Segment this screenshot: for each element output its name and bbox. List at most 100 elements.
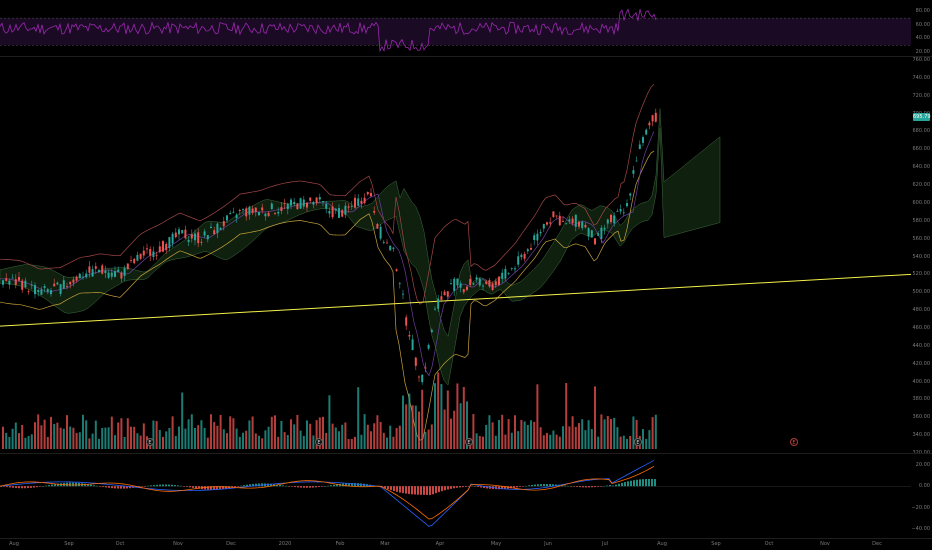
rsi-tick-label: 20.00: [915, 49, 930, 55]
macd-histogram-bar: [399, 486, 401, 493]
volume-bar: [328, 395, 331, 449]
volume-bar: [171, 416, 174, 449]
volume-bar: [421, 389, 424, 449]
candle-body: [638, 144, 641, 150]
candle-body: [338, 208, 340, 218]
volume-bar: [578, 423, 580, 449]
macd-pane[interactable]: [0, 456, 911, 538]
macd-histogram-bar: [198, 486, 200, 489]
volume-bar: [619, 436, 622, 449]
candle-body: [155, 254, 158, 256]
candle-body: [104, 270, 107, 273]
candle-body: [440, 296, 443, 301]
volume-bar: [418, 411, 420, 449]
macd-histogram-bar: [54, 484, 56, 487]
volume-bar: [520, 419, 523, 449]
candle-body: [389, 245, 392, 251]
candle-body: [520, 254, 523, 258]
volume-bar: [600, 414, 603, 449]
candle-body: [120, 272, 123, 279]
pane-separator[interactable]: [0, 453, 932, 454]
candle-body: [472, 283, 475, 285]
macd-histogram-bar: [405, 486, 407, 494]
volume-bar: [126, 418, 129, 449]
volume-bar: [248, 420, 251, 449]
candle-body: [562, 220, 564, 222]
macd-histogram-bar: [567, 485, 569, 487]
macd-tick-label: 20.00: [915, 461, 930, 468]
macd-histogram-bar: [195, 486, 197, 489]
macd-histogram-bar: [396, 486, 398, 492]
volume-bar: [632, 416, 635, 449]
macd-histogram-bar: [345, 483, 347, 487]
price-axis[interactable]: 760.00740.00720.00700.00680.00660.00640.…: [911, 57, 932, 456]
macd-histogram-bar: [348, 483, 350, 487]
volume-bar: [142, 423, 145, 449]
volume-bar: [523, 421, 526, 449]
macd-axis[interactable]: 20.00 0.00 −20.00 −40.00: [911, 456, 932, 538]
volume-bar: [98, 438, 100, 449]
candle-body: [315, 197, 318, 204]
macd-histogram-bar: [327, 485, 329, 487]
macd-histogram-bar: [333, 484, 335, 487]
macd-histogram-bar: [549, 484, 551, 487]
time-tick-label: Jul: [601, 541, 609, 547]
rsi-axis[interactable]: 80.00 60.00 40.00 20.00: [911, 8, 932, 55]
macd-histogram-bar: [180, 485, 182, 487]
macd-histogram-bar: [258, 483, 260, 487]
earnings-marker[interactable]: E: [634, 438, 642, 446]
earnings-marker[interactable]: E: [315, 438, 323, 446]
macd-histogram-bar: [117, 486, 119, 489]
volume-bar: [405, 404, 408, 449]
time-axis[interactable]: Aug Sep Oct Nov Dec 2020 Feb Mar Apr May Jun Jul Aug…: [0, 539, 911, 550]
volume-bar: [395, 428, 398, 449]
macd-histogram-bar: [543, 483, 545, 487]
candle-body: [542, 224, 545, 229]
candle-body: [152, 251, 155, 258]
candle-body: [286, 203, 289, 209]
candle-body: [69, 281, 72, 285]
candle-body: [318, 197, 321, 200]
time-tick-label: Nov: [820, 541, 830, 547]
macd-histogram-bar: [453, 486, 455, 489]
macd-histogram-bar: [168, 484, 170, 487]
earnings-marker[interactable]: E: [790, 438, 798, 446]
candle-body: [98, 270, 100, 273]
macd-histogram-bar: [141, 486, 143, 487]
volume-bar: [120, 418, 123, 449]
macd-histogram-bar: [588, 486, 590, 488]
macd-histogram-bar: [609, 485, 611, 487]
candle-body: [178, 229, 180, 235]
time-tick-label: Aug: [657, 541, 667, 547]
candle-body: [254, 207, 257, 212]
time-tick-label: Aug: [9, 541, 19, 547]
macd-histogram-bar: [93, 485, 95, 487]
macd-histogram-bar: [57, 483, 59, 487]
pane-separator[interactable]: [0, 56, 932, 57]
volume-bar: [136, 433, 139, 449]
rsi-pane[interactable]: [0, 8, 911, 53]
volume-bar: [197, 425, 200, 449]
macd-histogram-bar: [330, 485, 332, 487]
macd-histogram-bar: [96, 485, 98, 487]
candle-body: [181, 230, 184, 234]
macd-histogram-bar: [150, 485, 152, 487]
candle-body: [450, 283, 452, 285]
volume-bar: [462, 387, 465, 449]
macd-histogram-bar: [531, 484, 533, 487]
candle-body: [184, 229, 187, 239]
earnings-marker[interactable]: E: [465, 438, 473, 446]
volume-bar: [430, 424, 433, 449]
price-pane[interactable]: [0, 60, 912, 453]
volume-bar: [293, 424, 296, 449]
candle-body: [78, 273, 81, 279]
earnings-marker[interactable]: E: [146, 438, 154, 446]
volume-bar: [357, 387, 360, 449]
volume-bar: [574, 426, 577, 449]
candle-body: [370, 193, 372, 197]
candle-body: [210, 226, 212, 229]
macd-histogram-bar: [315, 486, 317, 488]
macd-histogram-bar: [540, 484, 542, 487]
volume-bar: [315, 420, 318, 449]
macd-histogram-bar: [423, 486, 425, 495]
